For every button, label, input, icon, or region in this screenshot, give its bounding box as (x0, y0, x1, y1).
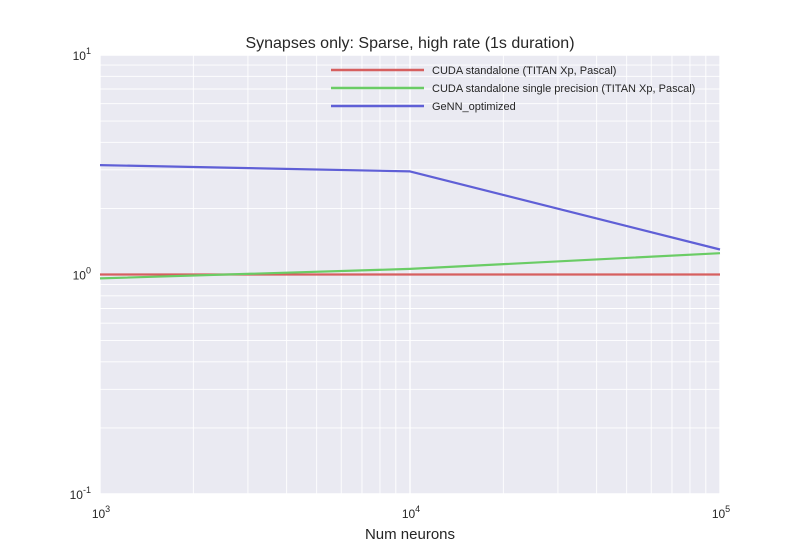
legend-label-1: CUDA standalone (TITAN Xp, Pascal) (432, 65, 616, 77)
series-line-2 (99, 252, 721, 280)
y-tick-label: 100 (73, 266, 91, 283)
legend-label-2: CUDA standalone single precision (TITAN … (432, 83, 695, 95)
x-tick-label: 105 (712, 504, 730, 521)
y-gridlines (100, 54, 720, 495)
chart-title: Synapses only: Sparse, high rate (1s dur… (245, 35, 574, 52)
y-tick-label: 10-1 (70, 485, 91, 502)
series-line-3 (99, 164, 721, 251)
x-tick-label: 104 (402, 504, 420, 521)
legend: CUDA standalone (TITAN Xp, Pascal) CUDA s… (331, 65, 695, 113)
x-tick-label: 103 (92, 504, 110, 521)
x-axis-label: Num neurons (365, 526, 455, 543)
y-tick-label: 101 (73, 46, 91, 63)
series-group (99, 164, 721, 280)
legend-label-3: GeNN_optimized (432, 101, 516, 113)
plot-layer: 103 104 105 10-1 100 101 CUDA standalone (TITA… (70, 46, 731, 521)
